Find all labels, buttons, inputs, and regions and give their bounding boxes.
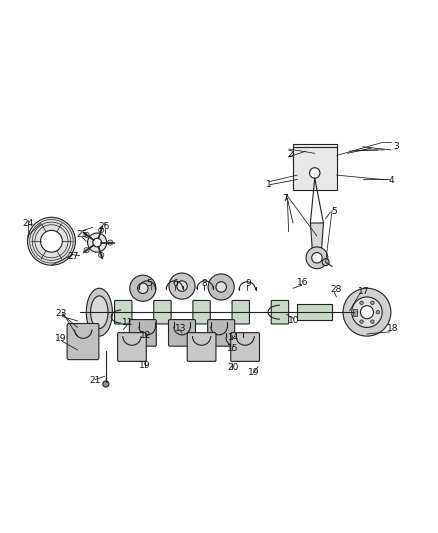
Ellipse shape <box>86 288 113 336</box>
Text: 26: 26 <box>99 222 110 231</box>
Circle shape <box>130 275 156 301</box>
Text: 27: 27 <box>67 253 79 261</box>
Circle shape <box>99 228 104 233</box>
Text: 6: 6 <box>173 279 178 288</box>
FancyBboxPatch shape <box>232 301 250 324</box>
Circle shape <box>360 301 363 304</box>
Text: 11: 11 <box>122 318 134 327</box>
Text: 15: 15 <box>227 344 239 353</box>
Text: 17: 17 <box>358 287 369 296</box>
Circle shape <box>312 253 322 263</box>
Circle shape <box>343 288 391 336</box>
Circle shape <box>177 281 187 292</box>
FancyBboxPatch shape <box>187 333 216 361</box>
Text: 24: 24 <box>22 220 33 228</box>
Text: 4: 4 <box>388 176 394 185</box>
Circle shape <box>322 259 329 265</box>
Text: 16: 16 <box>297 278 308 287</box>
Circle shape <box>103 381 109 387</box>
Text: 7: 7 <box>283 193 289 203</box>
FancyBboxPatch shape <box>293 147 336 190</box>
Circle shape <box>99 252 104 257</box>
FancyBboxPatch shape <box>115 301 132 324</box>
FancyBboxPatch shape <box>67 324 99 360</box>
Circle shape <box>84 248 89 253</box>
FancyBboxPatch shape <box>208 320 235 346</box>
Text: 12: 12 <box>140 331 152 340</box>
Text: 19: 19 <box>55 334 67 343</box>
Text: 5: 5 <box>332 207 337 216</box>
FancyBboxPatch shape <box>293 157 336 163</box>
Text: 3: 3 <box>393 142 399 151</box>
Text: 19: 19 <box>139 361 151 370</box>
Circle shape <box>371 320 374 324</box>
FancyBboxPatch shape <box>169 320 195 346</box>
FancyBboxPatch shape <box>293 144 336 150</box>
Text: 9: 9 <box>245 279 251 288</box>
Circle shape <box>376 310 380 314</box>
Circle shape <box>371 301 374 304</box>
Text: 8: 8 <box>202 279 208 288</box>
FancyBboxPatch shape <box>129 320 156 346</box>
Circle shape <box>84 232 89 238</box>
Circle shape <box>138 283 148 294</box>
Text: 10: 10 <box>288 316 300 325</box>
Circle shape <box>108 240 113 245</box>
Circle shape <box>354 310 358 314</box>
Circle shape <box>352 297 382 327</box>
Circle shape <box>310 168 320 178</box>
Circle shape <box>93 238 102 247</box>
Text: 23: 23 <box>55 309 67 318</box>
Circle shape <box>88 233 107 252</box>
Ellipse shape <box>91 296 108 328</box>
Text: 1: 1 <box>266 180 272 189</box>
Circle shape <box>306 247 328 269</box>
Circle shape <box>28 217 75 265</box>
Circle shape <box>169 273 195 299</box>
Polygon shape <box>311 223 323 254</box>
Text: 13: 13 <box>175 324 187 333</box>
FancyBboxPatch shape <box>353 309 357 316</box>
Text: 19: 19 <box>248 368 260 377</box>
FancyBboxPatch shape <box>193 301 210 324</box>
FancyBboxPatch shape <box>271 301 289 324</box>
Circle shape <box>216 282 226 292</box>
FancyBboxPatch shape <box>117 333 146 361</box>
Text: 21: 21 <box>89 376 101 385</box>
Text: 14: 14 <box>228 333 239 342</box>
Text: 25: 25 <box>76 230 88 239</box>
FancyBboxPatch shape <box>231 333 259 361</box>
Circle shape <box>208 274 234 300</box>
Circle shape <box>360 305 374 319</box>
Text: 28: 28 <box>331 285 342 294</box>
FancyBboxPatch shape <box>154 301 171 324</box>
Text: 5: 5 <box>146 279 152 288</box>
FancyBboxPatch shape <box>297 304 332 320</box>
Circle shape <box>360 320 363 324</box>
Text: 2: 2 <box>287 150 293 159</box>
FancyBboxPatch shape <box>293 151 336 156</box>
Text: 18: 18 <box>386 324 398 333</box>
Circle shape <box>41 230 62 252</box>
Text: 20: 20 <box>227 364 239 373</box>
